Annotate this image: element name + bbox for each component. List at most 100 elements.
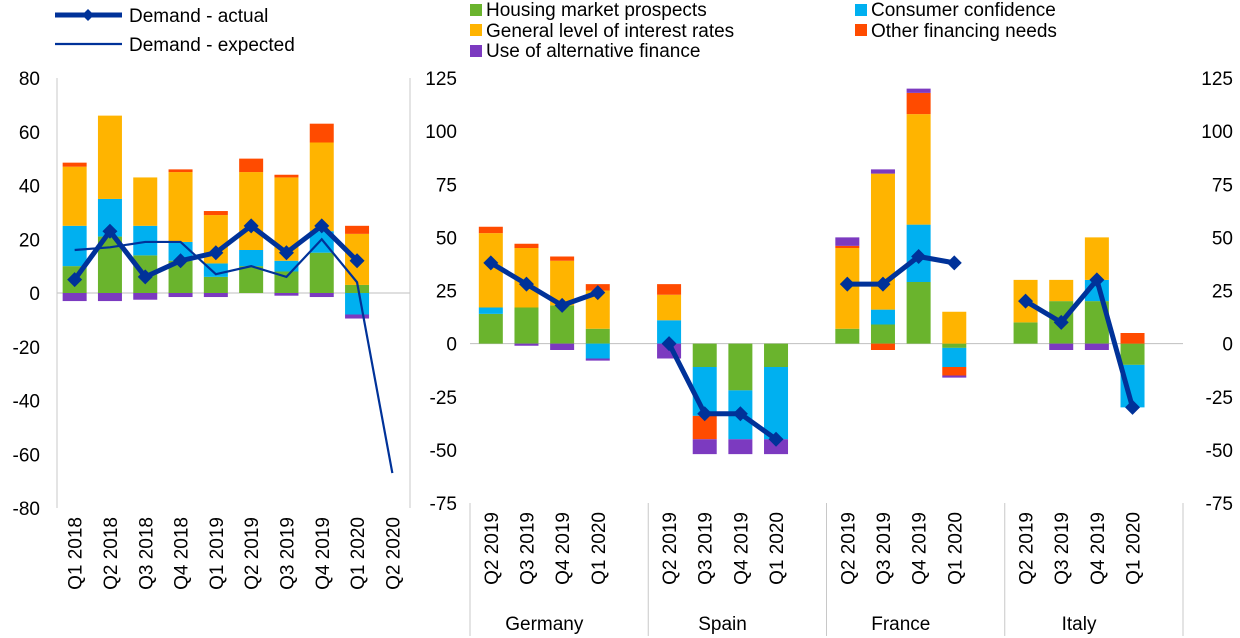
bar-france-other [906, 92, 931, 115]
bar-spain-housing [764, 343, 789, 367]
legend-item-consumer: Consumer confidence [855, 0, 1056, 21]
x-tick-label: Q2 2018 [101, 517, 122, 590]
bar-interest [239, 172, 264, 250]
x-tick-label: Q2 2019 [1017, 512, 1038, 585]
bar-housing [309, 252, 334, 293]
country-label: France [871, 614, 930, 635]
bar-italy-housing [1120, 343, 1145, 365]
bar-housing [239, 266, 264, 293]
bar-alternative [309, 293, 334, 298]
bar-alternative [97, 293, 122, 302]
bar-france-consumer [870, 309, 895, 325]
bar-germany-alternative [514, 343, 539, 346]
x-tick-label: Q4 2018 [172, 517, 193, 590]
x-tick-label: Q1 2020 [945, 512, 966, 585]
bar-spain-consumer [657, 320, 682, 344]
x-tick-label: Q2 2019 [838, 512, 859, 585]
y-tick-label: 20 [19, 230, 40, 251]
bar-france-housing [870, 324, 895, 344]
point-actual [314, 218, 330, 234]
bar-alternative [133, 293, 158, 300]
bar-germany-alternative [585, 358, 610, 361]
bar-spain-housing [728, 343, 753, 391]
point-actual [1125, 399, 1141, 415]
x-tick-label: Q3 2018 [136, 517, 157, 590]
bar-france-alternative [906, 88, 931, 93]
x-tick-label: Q1 2020 [348, 517, 369, 590]
bar-alternative [168, 293, 193, 298]
bar-italy-other [1120, 333, 1145, 344]
x-tick-label: Q4 2019 [731, 512, 752, 585]
bar-italy-alternative [1084, 343, 1109, 350]
x-tick-label: Q3 2019 [277, 517, 298, 590]
x-tick-label: Q1 2020 [1124, 512, 1145, 585]
x-tick-label: Q3 2019 [517, 512, 538, 585]
bar-consumer [133, 225, 158, 256]
legend-label-other: Other financing needs [871, 21, 1057, 42]
y-tick-label-right: 50 [1212, 228, 1233, 249]
bar-italy-interest [1049, 279, 1074, 302]
x-tick-label: Q4 2019 [910, 512, 931, 585]
point-actual [1018, 293, 1034, 309]
point-actual [768, 431, 784, 447]
point-actual [208, 245, 224, 261]
bar-interest [62, 166, 87, 226]
bar-interest [168, 172, 193, 242]
point-actual [554, 297, 570, 313]
euro-area-panel: -80 -60 -40 -20 0 20 40 60 80 Q1 2018 Q2 2018 Q3 20… [13, 69, 411, 590]
x-tick-label: Q1 2019 [207, 517, 228, 590]
bar-germany-other [514, 243, 539, 248]
x-tick-label: Q3 2019 [1052, 512, 1073, 585]
x-tick-label: Q2 2019 [242, 517, 263, 590]
bar-france-housing [942, 343, 967, 348]
point-actual [697, 406, 713, 422]
point-actual [661, 336, 677, 352]
bar-housing [274, 271, 299, 293]
bar-consumer [274, 260, 299, 272]
x-tick-label: Q1 2018 [66, 517, 87, 590]
y-tick-label-right: 125 [1201, 69, 1233, 90]
legend-item-interest: General level of interest rates [470, 21, 734, 42]
y-tick-label: -20 [13, 338, 40, 359]
y-tick-label-right: 0 [1222, 335, 1233, 356]
y-tick-label-left: 75 [436, 175, 457, 196]
bar-spain-alternative [728, 439, 753, 455]
point-actual [137, 269, 153, 285]
point-actual [732, 406, 748, 422]
bar-other [309, 123, 334, 143]
legend-item-expected: Demand - expected [55, 35, 295, 56]
point-actual [102, 223, 118, 239]
bar-france-other [870, 343, 895, 350]
bar-spain-other [657, 284, 682, 295]
bar-france-other [942, 367, 967, 376]
point-actual [839, 276, 855, 292]
bar-france-consumer [942, 347, 967, 367]
bar-france-housing [906, 282, 931, 344]
line-actual-germany [489, 260, 599, 308]
point-actual [67, 272, 83, 288]
bar-france-interest [942, 311, 967, 344]
legend-item-housing: Housing market prospects [470, 0, 707, 21]
line-actual-spain [666, 342, 778, 442]
x-tick-label: Q2 2019 [482, 512, 503, 585]
legend-label-housing: Housing market prospects [486, 0, 707, 21]
bar-other [345, 225, 370, 234]
bar-spain-housing [692, 343, 717, 367]
y-tick-label-right: -75 [1206, 494, 1233, 515]
legend-label-interest: General level of interest rates [486, 21, 734, 42]
bar-housing [345, 284, 370, 293]
point-actual [349, 253, 365, 269]
bar-germany-other [478, 226, 503, 234]
bar-germany-housing [478, 313, 503, 344]
y-tick-label-right: -50 [1206, 441, 1233, 462]
bar-consumer [345, 293, 370, 315]
line-actual-france [847, 254, 955, 287]
bar-germany-consumer [478, 307, 503, 314]
y-tick-label-left: 125 [425, 69, 457, 90]
bar-interest [309, 142, 334, 232]
y-tick-label: 80 [19, 69, 40, 90]
y-tick-label: -40 [13, 392, 40, 413]
x-tick-label: Q1 2020 [767, 512, 788, 585]
y-tick-label-left: 25 [436, 282, 457, 303]
country-panel: -75 -75 -50 -50 -25 -25 0 0 25 25 50 50 75 75 100 100 12… [425, 69, 1233, 636]
